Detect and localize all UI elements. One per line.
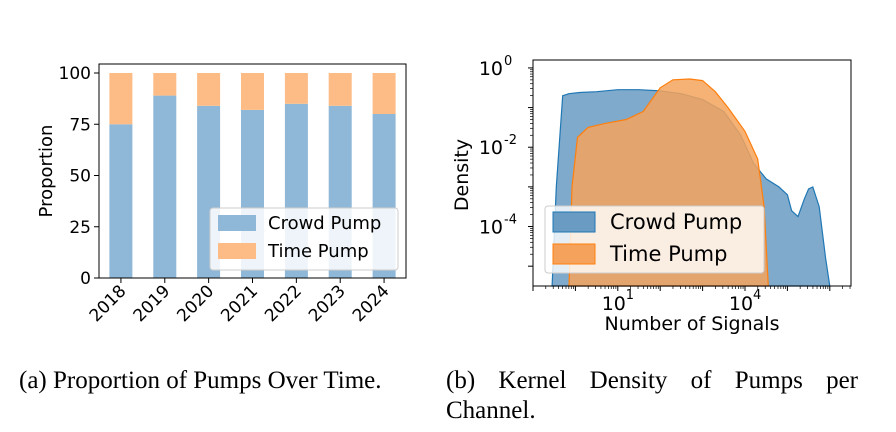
y-tick-label: 10: [479, 137, 503, 159]
x-axis-label: Number of Signals: [605, 313, 780, 335]
bar-time-pump-2018: [109, 73, 133, 125]
x-tick-label: 2023: [305, 281, 350, 326]
legend-label-time-pump: Time Pump: [267, 241, 369, 262]
x-tick-label: 2018: [86, 281, 131, 326]
legend-box: [544, 205, 765, 274]
y-tick-exponent: 0: [504, 54, 512, 69]
legend-label-crowd-pump: Crowd Pump: [268, 213, 381, 234]
y-tick-label: 10: [479, 217, 503, 239]
legend-swatch-crowd-pump: [218, 215, 256, 231]
plot-frame: [532, 59, 852, 287]
bar-crowd-pump-2019: [153, 95, 177, 278]
bar-time-pump-2022: [284, 73, 308, 104]
y-tick-label: 25: [69, 218, 91, 238]
legend-swatch-crowd-pump: [552, 211, 596, 233]
x-tick-label: 2022: [261, 281, 306, 326]
y-tick-exponent: -4: [504, 213, 517, 228]
y-tick-exponent: -2: [504, 133, 517, 148]
x-tick-label: 2024: [349, 281, 394, 326]
x-tick-label: 10: [729, 293, 753, 315]
bar-time-pump-2023: [328, 73, 352, 106]
x-tick-label: 2019: [130, 281, 175, 326]
x-axis-ticks: 10 1 10 4: [532, 286, 851, 315]
caption-a: (a) Proportion of Pumps Over Time.: [19, 367, 382, 394]
y-axis-label: Proportion: [36, 125, 57, 218]
y-tick-label: 75: [69, 115, 91, 135]
legend-label-crowd-pump: Crowd Pump: [610, 210, 742, 234]
x-axis-ticks: 2018 2019 2020 2021 2022 2023 2024: [86, 278, 394, 326]
x-tick-exponent: 1: [626, 288, 634, 303]
legend: Crowd Pump Time Pump: [544, 205, 765, 274]
y-tick-label: 0: [80, 269, 91, 289]
bar-time-pump-2021: [241, 73, 264, 110]
x-tick-exponent: 4: [753, 288, 761, 303]
bar-crowd-pump-2018: [109, 124, 133, 279]
y-axis-ticks: 0 25 50 75 100: [59, 64, 99, 289]
bar-time-pump-2024: [372, 73, 396, 114]
legend: Crowd Pump Time Pump: [209, 207, 399, 271]
y-tick-label: 100: [59, 64, 91, 84]
legend-swatch-time-pump: [218, 243, 256, 259]
x-tick-label: 10: [602, 293, 626, 315]
y-tick-label: 50: [69, 167, 91, 187]
bar-time-pump-2019: [153, 73, 177, 96]
legend-swatch-time-pump: [552, 243, 596, 265]
y-tick-label: 10: [479, 58, 503, 80]
caption-b: (b) Kernel Density of Pumps per Channel.: [446, 367, 858, 424]
legend-label-time-pump: Time Pump: [609, 242, 727, 266]
x-tick-label: 2021: [217, 281, 262, 326]
y-axis-label: Density: [451, 139, 473, 211]
x-tick-label: 2020: [173, 281, 218, 326]
bar-time-pump-2020: [197, 73, 221, 106]
legend-box: [209, 207, 399, 271]
